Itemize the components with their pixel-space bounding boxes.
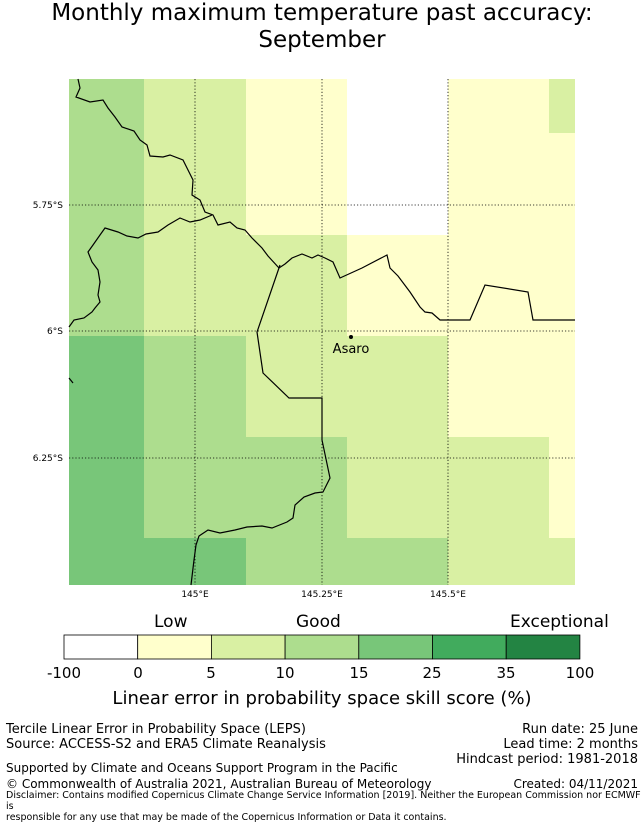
- category-label-good: Good: [296, 612, 341, 632]
- colorbar-swatch-2: [210, 634, 286, 660]
- footer-hindcast: Hindcast period: 1981-2018: [456, 752, 638, 767]
- cell-north-center: [246, 79, 347, 235]
- disclaimer-line-1: Disclaimer: Contains modified Copernicus…: [6, 790, 641, 812]
- colorbar-swatch-6: [505, 634, 581, 660]
- cell-mid-west: [144, 336, 246, 538]
- cell-far-east-top: [549, 79, 575, 133]
- cell-east-bottom: [448, 437, 549, 585]
- footer-disclaimer: Disclaimer: Contains modified Copernicus…: [6, 790, 642, 823]
- colorbar-tick-3: 10: [275, 664, 295, 682]
- province-border-line: [190, 264, 331, 586]
- cell-east-mid: [448, 336, 549, 437]
- cell-south-center: [246, 437, 347, 585]
- colorbar-tick-4: 15: [349, 664, 369, 682]
- footer-created: Created: 04/11/2021: [513, 777, 638, 791]
- lon-tick-145: 145°E: [181, 590, 209, 600]
- footer-source: Source: ACCESS-S2 and ERA5 Climate Reana…: [6, 737, 326, 752]
- coastline: [68, 78, 575, 384]
- colorbar-axis-label: Linear error in probability space skill …: [112, 688, 532, 709]
- cell-center: [246, 235, 347, 437]
- province-border: [190, 264, 331, 586]
- colorbar-tick-6: 35: [496, 664, 516, 682]
- lat-tick-6: 6°S: [47, 327, 63, 337]
- gridlines: [69, 79, 575, 585]
- cell-far-east-bottom: [549, 538, 575, 585]
- cell-south-east: [347, 538, 448, 585]
- colorbar-swatch-1: [137, 634, 212, 660]
- map-figure: Asaro 5.75°S 6°S 6.25°S 145°E 145.25°E 1…: [33, 78, 575, 600]
- cell-west: [69, 79, 144, 336]
- colorbar-tick-2: 5: [206, 664, 216, 682]
- title-line-1: Monthly maximum temperature past accurac…: [51, 0, 593, 26]
- cell-east-top: [448, 79, 549, 336]
- footer-support: Supported by Climate and Oceans Support …: [6, 761, 398, 775]
- cell-south-west-2: [144, 538, 246, 585]
- footer-run-date: Run date: 25 June: [522, 722, 638, 737]
- coastline-north: [75, 78, 575, 321]
- colorbar-tick-0: -100: [46, 664, 82, 682]
- colorbar: [63, 634, 581, 660]
- category-label-low: Low: [154, 612, 188, 632]
- colorbar-tick-1: 0: [133, 664, 143, 682]
- lat-tick-5-75: 5.75°S: [33, 201, 64, 211]
- cell-far-east: [549, 133, 575, 538]
- colorbar-swatch-5: [432, 634, 507, 660]
- lon-tick-145-25: 145.25°E: [301, 590, 343, 600]
- footer-right: Run date: 25 June Lead time: 2 months Hi…: [456, 722, 638, 767]
- footer-copyright: © Commonwealth of Australia 2021, Austra…: [6, 777, 432, 791]
- lat-tick-6-25: 6.25°S: [33, 454, 64, 464]
- asaro-marker: [349, 335, 353, 339]
- coastline-gulf: [68, 214, 213, 328]
- colorbar-tick-5: 25: [422, 664, 442, 682]
- footer-lead-time: Lead time: 2 months: [503, 737, 638, 752]
- lon-tick-145-5: 145.5°E: [430, 590, 466, 600]
- colorbar-swatch-0: [63, 634, 139, 660]
- cell-center-east-top: [347, 235, 448, 336]
- footer-method: Tercile Linear Error in Probability Spac…: [6, 722, 306, 737]
- chart-title: Monthly maximum temperature past accurac…: [0, 0, 644, 54]
- disclaimer-line-2: responsible for any use that may be made…: [6, 812, 447, 823]
- colorbar-swatch-3: [284, 634, 360, 660]
- colorbar-swatch-4: [358, 634, 433, 660]
- title-line-2: September: [258, 27, 386, 53]
- cell-southwest: [69, 336, 144, 585]
- footer-left: Tercile Linear Error in Probability Spac…: [6, 722, 326, 752]
- cell-north-white: [347, 79, 448, 235]
- colorbar-tick-7: 100: [565, 664, 595, 682]
- coastline-fragment: [68, 377, 74, 384]
- place-label-asaro: Asaro: [333, 342, 370, 357]
- cell-center-east: [347, 336, 448, 538]
- category-label-exceptional: Exceptional: [510, 612, 609, 632]
